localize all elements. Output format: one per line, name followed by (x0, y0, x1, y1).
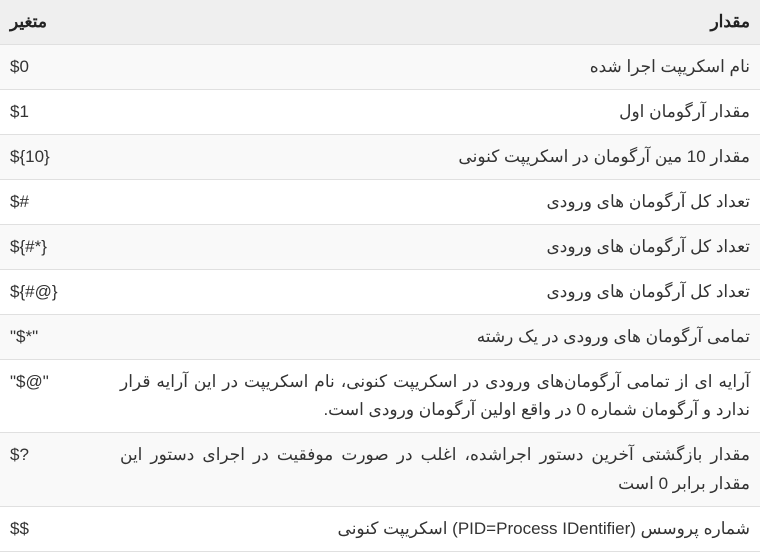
cell-description: مقدار آرگومان اول (110, 90, 760, 135)
cell-variable: $1 (0, 90, 110, 135)
cell-variable: $$ (0, 506, 110, 551)
table-row: $#تعداد کل آرگومان های ورودی (0, 180, 760, 225)
cell-variable: "$@" (0, 360, 110, 433)
table-row: ${#@}تعداد کل آرگومان های ورودی (0, 270, 760, 315)
cell-description: مقدار 10 مین آرگومان در اسکریپت کنونی (110, 135, 760, 180)
table-row: "$*"تمامی آرگومان های ورودی در یک رشته (0, 315, 760, 360)
table-row: ${10}مقدار 10 مین آرگومان در اسکریپت کنو… (0, 135, 760, 180)
cell-description: تعداد کل آرگومان های ورودی (110, 180, 760, 225)
cell-variable: $? (0, 433, 110, 506)
col-header-value: مقدار (110, 0, 760, 45)
cell-variable: $0 (0, 45, 110, 90)
table-header-row: متغیر مقدار (0, 0, 760, 45)
cell-variable: $# (0, 180, 110, 225)
shell-variables-table: متغیر مقدار $0نام اسکریپت اجرا شده$1مقدا… (0, 0, 760, 552)
cell-variable: ${10} (0, 135, 110, 180)
cell-description: تعداد کل آرگومان های ورودی (110, 270, 760, 315)
cell-description: شماره پروسس (PID=Process IDentifier) اسک… (110, 506, 760, 551)
cell-variable: ${#@} (0, 270, 110, 315)
cell-description: نام اسکریپت اجرا شده (110, 45, 760, 90)
table-row: $0نام اسکریپت اجرا شده (0, 45, 760, 90)
cell-description: مقدار بازگشتی آخرین دستور اجراشده، اغلب … (110, 433, 760, 506)
table-row: "$@"آرایه ای از تمامی آرگومان‌های ورودی … (0, 360, 760, 433)
cell-variable: "$*" (0, 315, 110, 360)
table-row: $?مقدار بازگشتی آخرین دستور اجراشده، اغل… (0, 433, 760, 506)
cell-variable: ${#*} (0, 225, 110, 270)
cell-description: تمامی آرگومان های ورودی در یک رشته (110, 315, 760, 360)
col-header-variable: متغیر (0, 0, 110, 45)
table-row: $$شماره پروسس (PID=Process IDentifier) ا… (0, 506, 760, 551)
cell-description: آرایه ای از تمامی آرگومان‌های ورودی در ا… (110, 360, 760, 433)
table-row: ${#*}تعداد کل آرگومان های ورودی (0, 225, 760, 270)
table-row: $1مقدار آرگومان اول (0, 90, 760, 135)
cell-description: تعداد کل آرگومان های ورودی (110, 225, 760, 270)
